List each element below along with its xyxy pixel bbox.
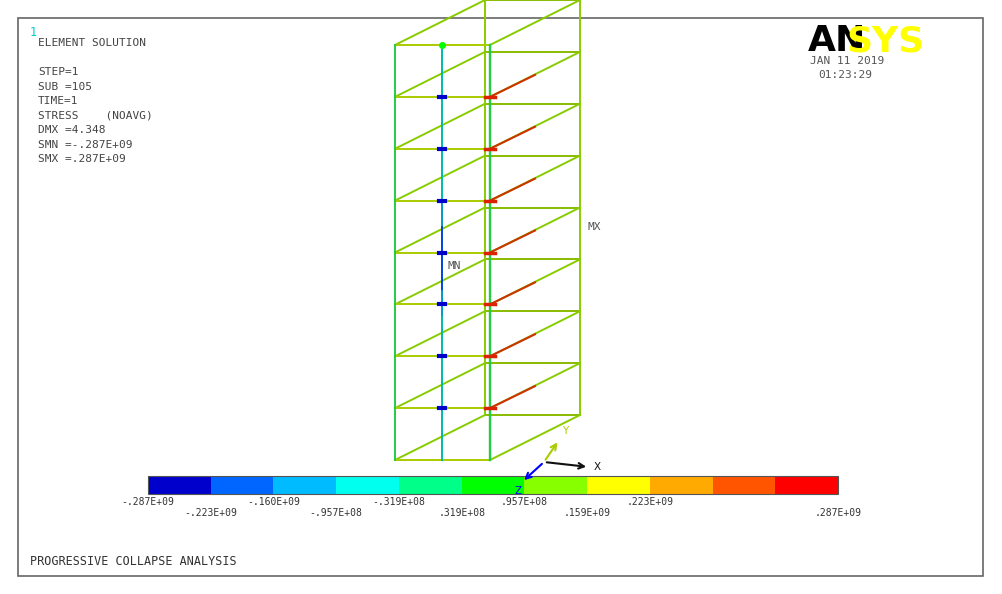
Bar	[524, 476, 587, 494]
Text: .223E+09: .223E+09	[625, 497, 672, 507]
Text: Z: Z	[514, 486, 521, 496]
Text: X: X	[593, 462, 600, 472]
Bar	[649, 476, 712, 494]
Text: STEP=1: STEP=1	[38, 67, 78, 77]
Text: ELEMENT SOLUTION: ELEMENT SOLUTION	[38, 38, 146, 48]
Bar	[586, 476, 649, 494]
Text: PROGRESSIVE COLLAPSE ANALYSIS: PROGRESSIVE COLLAPSE ANALYSIS	[30, 555, 236, 568]
Text: 1: 1	[30, 26, 37, 39]
Text: MN: MN	[447, 261, 461, 271]
Bar	[210, 476, 274, 494]
Text: Y: Y	[561, 426, 568, 436]
Bar	[775, 476, 838, 494]
Bar	[461, 476, 524, 494]
Text: -.287E+09: -.287E+09	[121, 497, 174, 507]
Text: -.319E+08: -.319E+08	[372, 497, 425, 507]
Text: -.223E+09: -.223E+09	[184, 508, 236, 518]
Text: SUB =105: SUB =105	[38, 81, 92, 91]
Text: AN: AN	[808, 24, 866, 58]
Text: .957E+08: .957E+08	[500, 497, 547, 507]
Text: -.160E+09: -.160E+09	[246, 497, 300, 507]
Bar	[399, 476, 462, 494]
Text: SYS: SYS	[845, 24, 923, 58]
Text: JAN 11 2019: JAN 11 2019	[810, 56, 884, 66]
Text: STRESS    (NOAVG): STRESS (NOAVG)	[38, 110, 152, 121]
Text: SMN =-.287E+09: SMN =-.287E+09	[38, 140, 132, 150]
Text: .159E+09: .159E+09	[563, 508, 610, 518]
Text: SMX =.287E+09: SMX =.287E+09	[38, 154, 125, 164]
Bar	[336, 476, 399, 494]
Bar	[148, 476, 211, 494]
Text: -.957E+08: -.957E+08	[310, 508, 363, 518]
Bar	[711, 476, 775, 494]
Text: DMX =4.348: DMX =4.348	[38, 125, 105, 135]
Bar	[274, 476, 337, 494]
Text: MX: MX	[587, 222, 601, 232]
Bar	[148, 476, 837, 494]
Text: .319E+08: .319E+08	[438, 508, 485, 518]
Text: 01:23:29: 01:23:29	[818, 70, 871, 80]
Text: TIME=1: TIME=1	[38, 96, 78, 106]
Text: .287E+09: .287E+09	[814, 508, 861, 518]
